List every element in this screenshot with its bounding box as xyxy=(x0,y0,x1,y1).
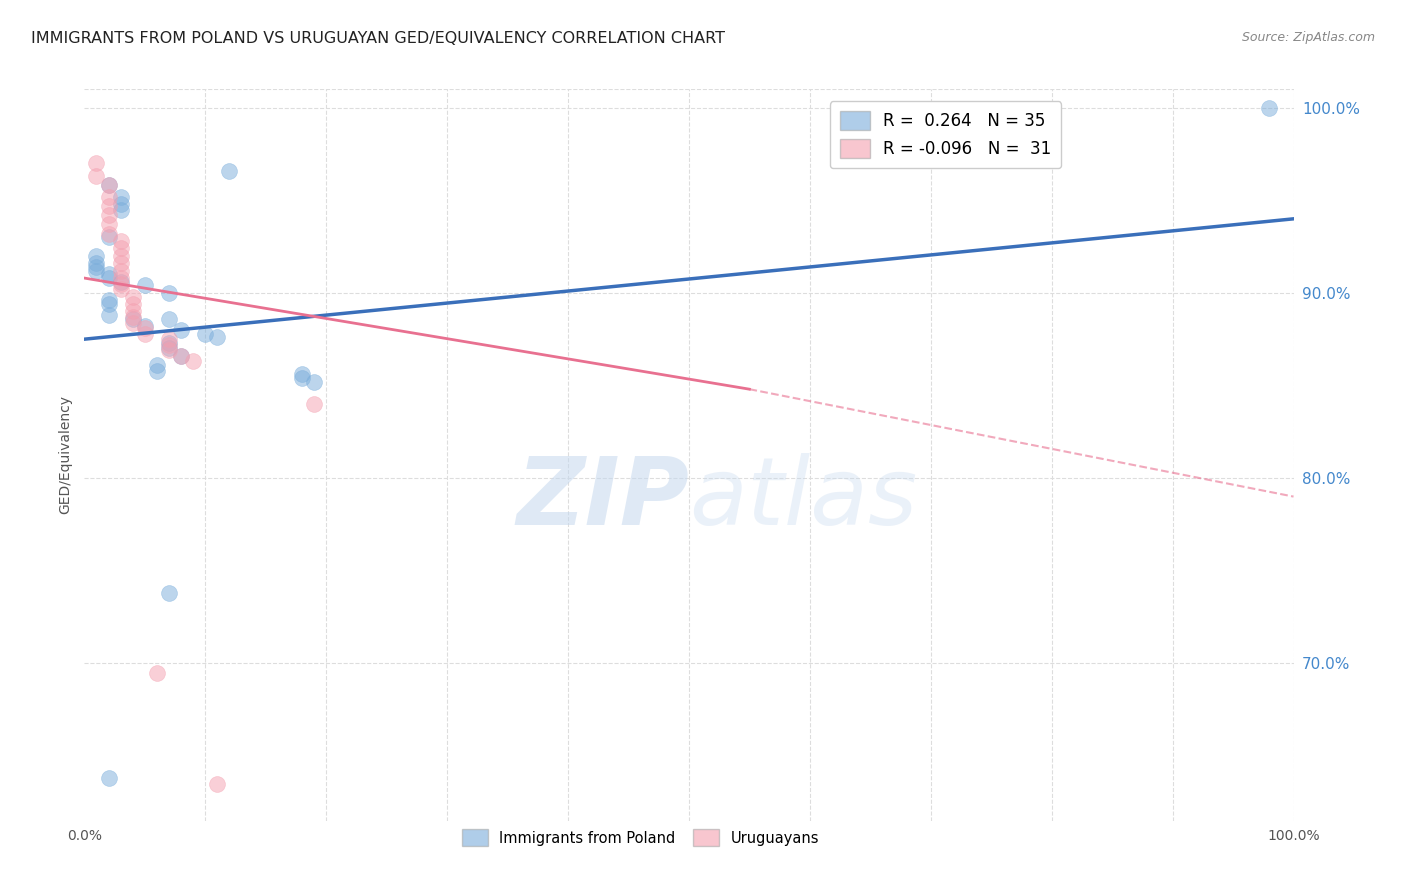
Point xyxy=(110,263,132,277)
Legend: Immigrants from Poland, Uruguayans: Immigrants from Poland, Uruguayans xyxy=(454,822,827,854)
Point xyxy=(218,163,240,178)
Point xyxy=(97,230,120,244)
Point xyxy=(110,234,132,248)
Point xyxy=(110,282,132,296)
Point xyxy=(97,178,120,193)
Text: ZIP: ZIP xyxy=(516,453,689,545)
Point xyxy=(121,310,143,324)
Point xyxy=(86,156,108,170)
Point xyxy=(170,349,193,363)
Point xyxy=(146,358,169,372)
Y-axis label: GED/Equivalency: GED/Equivalency xyxy=(59,395,73,515)
Point xyxy=(97,199,120,213)
Point xyxy=(97,271,120,285)
Point xyxy=(110,256,132,270)
Point xyxy=(121,316,143,330)
Point xyxy=(97,208,120,222)
Point xyxy=(97,771,120,785)
Point xyxy=(97,293,120,308)
Point xyxy=(97,227,120,241)
Point xyxy=(291,368,314,382)
Point xyxy=(302,397,325,411)
Point xyxy=(121,304,143,318)
Point xyxy=(157,342,180,356)
Point xyxy=(134,326,156,341)
Point xyxy=(97,189,120,203)
Point xyxy=(97,297,120,311)
Point xyxy=(291,371,314,385)
Point xyxy=(110,275,132,289)
Point xyxy=(170,349,193,363)
Point xyxy=(97,268,120,282)
Point xyxy=(97,218,120,232)
Point xyxy=(86,263,108,277)
Point xyxy=(121,297,143,311)
Point xyxy=(157,335,180,350)
Point xyxy=(207,776,229,790)
Point xyxy=(110,202,132,217)
Point xyxy=(146,364,169,378)
Point xyxy=(86,169,108,184)
Point xyxy=(134,278,156,293)
Text: atlas: atlas xyxy=(689,453,917,544)
Point xyxy=(110,197,132,211)
Point xyxy=(302,375,325,389)
Point xyxy=(121,311,143,326)
Text: Source: ZipAtlas.com: Source: ZipAtlas.com xyxy=(1241,31,1375,45)
Point xyxy=(181,354,204,368)
Text: IMMIGRANTS FROM POLAND VS URUGUAYAN GED/EQUIVALENCY CORRELATION CHART: IMMIGRANTS FROM POLAND VS URUGUAYAN GED/… xyxy=(31,31,725,46)
Point xyxy=(146,665,169,680)
Point xyxy=(207,330,229,344)
Point xyxy=(157,343,180,358)
Point xyxy=(110,242,132,256)
Point xyxy=(86,249,108,263)
Point xyxy=(157,337,180,351)
Point xyxy=(170,323,193,337)
Point xyxy=(86,256,108,270)
Point xyxy=(110,277,132,291)
Point xyxy=(97,178,120,193)
Point xyxy=(157,311,180,326)
Point xyxy=(121,290,143,304)
Point xyxy=(1258,101,1281,115)
Point xyxy=(86,260,108,274)
Point xyxy=(110,249,132,263)
Point xyxy=(157,332,180,346)
Point xyxy=(157,586,180,600)
Point xyxy=(97,308,120,322)
Point xyxy=(134,321,156,335)
Point xyxy=(110,189,132,203)
Point xyxy=(134,319,156,334)
Point xyxy=(110,271,132,285)
Point xyxy=(194,326,217,341)
Point xyxy=(157,285,180,300)
